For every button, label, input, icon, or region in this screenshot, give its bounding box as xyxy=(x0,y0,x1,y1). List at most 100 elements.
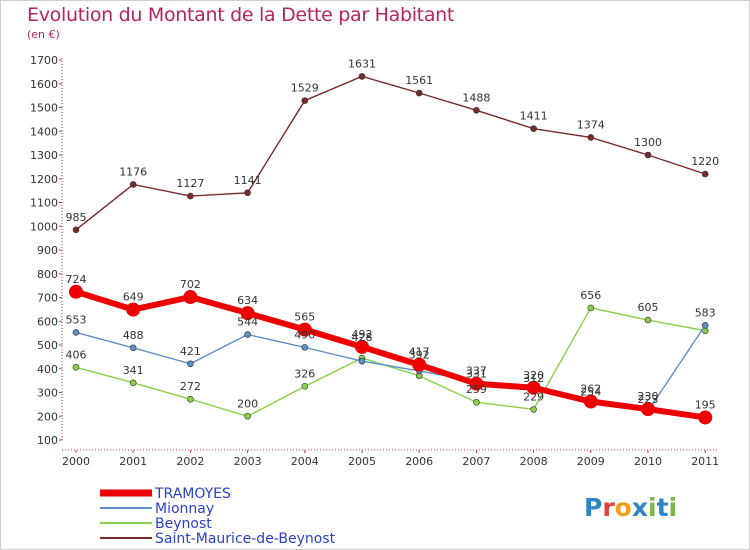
data-point-beynost xyxy=(530,406,537,413)
data-label-saint-maurice-de-beynost: 1631 xyxy=(348,57,376,70)
data-label-tramoyes: 262 xyxy=(580,383,601,396)
data-point-mionnay xyxy=(301,344,309,351)
data-point-saint-maurice-de-beynost xyxy=(301,97,309,104)
data-label-tramoyes: 428 xyxy=(352,331,373,344)
data-label-mionnay: 544 xyxy=(237,316,258,329)
data-label-tramoyes: 195 xyxy=(695,398,716,411)
proxiti-logo: Proxiti xyxy=(584,493,677,522)
data-point-beynost xyxy=(129,379,137,387)
data-point-beynost xyxy=(644,316,652,324)
data-label-beynost: 326 xyxy=(294,367,315,380)
data-point-saint-maurice-de-beynost xyxy=(530,125,537,132)
data-point-tramoyes xyxy=(583,394,598,409)
y-tick-label: 1200 xyxy=(30,173,58,186)
data-point-mionnay xyxy=(244,331,251,338)
data-point-saint-maurice-de-beynost xyxy=(187,192,194,200)
chart-data-labels: 985 1176 1127 1141 1529 1631 1561 1488 1411 1374 1… xyxy=(66,57,720,411)
logo-text: Proxiti xyxy=(584,493,677,522)
x-tick-label: 2011 xyxy=(691,455,719,468)
chart-legend: TRAMOYESMionnayBeynostSaint-Maurice-de-B… xyxy=(100,486,336,547)
y-tick-label: 1000 xyxy=(30,220,58,233)
logo-letter: r xyxy=(602,493,615,522)
y-tick-label: 1400 xyxy=(30,125,58,138)
y-tick-label: 300 xyxy=(37,387,58,400)
data-point-saint-maurice-de-beynost xyxy=(244,189,251,197)
y-tick-label: 200 xyxy=(37,410,58,423)
data-label-saint-maurice-de-beynost: 1411 xyxy=(520,110,548,123)
data-label-tramoyes: 565 xyxy=(294,311,315,324)
data-point-tramoyes xyxy=(526,380,541,395)
data-label-beynost: 259 xyxy=(466,383,487,396)
data-point-saint-maurice-de-beynost xyxy=(129,181,137,188)
data-label-tramoyes: 392 xyxy=(409,349,430,362)
data-point-tramoyes xyxy=(469,376,484,391)
data-label-tramoyes: 702 xyxy=(180,278,201,291)
x-tick-label: 2003 xyxy=(234,455,262,468)
y-tick-label: 800 xyxy=(37,268,58,281)
data-label-beynost: 200 xyxy=(237,397,258,410)
data-label-tramoyes: 337 xyxy=(466,365,487,378)
x-tick-label: 2007 xyxy=(462,455,490,468)
data-point-saint-maurice-de-beynost xyxy=(473,107,480,114)
data-point-saint-maurice-de-beynost xyxy=(644,151,652,159)
data-label-saint-maurice-de-beynost: 985 xyxy=(66,211,87,224)
logo-letter: i xyxy=(648,493,657,522)
logo-letter: P xyxy=(584,493,602,522)
data-label-saint-maurice-de-beynost: 1374 xyxy=(577,118,605,131)
data-label-mionnay: 583 xyxy=(695,306,716,319)
legend-label-tramoyes: TRAMOYES xyxy=(154,486,231,502)
data-label-tramoyes: 634 xyxy=(237,294,258,307)
series-line-beynost xyxy=(75,307,706,418)
logo-letter: t xyxy=(657,493,669,522)
data-label-mionnay: 490 xyxy=(294,328,315,341)
data-point-mionnay xyxy=(358,357,366,365)
data-label-saint-maurice-de-beynost: 1488 xyxy=(462,91,490,104)
data-point-tramoyes xyxy=(412,357,427,372)
data-point-tramoyes xyxy=(355,339,369,354)
y-tick-label: 900 xyxy=(37,244,58,257)
data-point-saint-maurice-de-beynost xyxy=(701,170,709,178)
y-tick-label: 100 xyxy=(37,434,58,447)
legend-label-saint-maurice-de-beynost: Saint-Maurice-de-Beynost xyxy=(155,531,336,547)
data-point-beynost xyxy=(244,412,251,420)
data-label-mionnay: 553 xyxy=(66,313,87,326)
y-tick-label: 700 xyxy=(37,292,58,305)
data-label-tramoyes: 331 xyxy=(466,368,487,381)
data-label-tramoyes: 254 xyxy=(580,386,601,399)
data-label-saint-maurice-de-beynost: 1176 xyxy=(119,165,147,178)
legend-label-mionnay: Mionnay xyxy=(155,501,214,517)
data-point-saint-maurice-de-beynost xyxy=(358,73,366,80)
data-point-tramoyes xyxy=(126,302,141,317)
x-tick-label: 2008 xyxy=(520,455,548,468)
data-point-saint-maurice-de-beynost xyxy=(72,226,80,234)
chart-subtitle: (en €) xyxy=(27,28,60,41)
y-tick-label: 1500 xyxy=(30,102,58,115)
data-point-tramoyes xyxy=(69,284,83,299)
data-label-saint-maurice-de-beynost: 1127 xyxy=(176,177,204,190)
data-label-tramoyes: 417 xyxy=(409,346,430,359)
data-point-mionnay xyxy=(187,360,194,368)
data-point-beynost xyxy=(301,383,309,390)
chart-axes: 100 200 300 400 500 600 700 800 900 1000 1100 1200 1… xyxy=(30,54,719,468)
data-label-beynost: 341 xyxy=(123,364,144,377)
data-point-beynost xyxy=(587,304,595,312)
data-point-beynost xyxy=(473,398,480,406)
x-tick-label: 2005 xyxy=(348,455,376,468)
chart-series xyxy=(69,73,713,425)
data-label-beynost: 229 xyxy=(523,390,544,403)
y-tick-label: 400 xyxy=(37,363,58,376)
y-tick-label: 500 xyxy=(37,339,58,352)
data-point-tramoyes xyxy=(698,410,713,425)
data-point-beynost xyxy=(187,395,194,403)
logo-letter: o xyxy=(615,493,632,522)
series-line-saint-maurice-de-beynost xyxy=(75,75,706,231)
data-label-saint-maurice-de-beynost: 1561 xyxy=(405,74,433,87)
data-label-tramoyes: 724 xyxy=(66,273,87,286)
chart-title: Evolution du Montant de la Dette par Hab… xyxy=(27,4,455,26)
x-tick-label: 2010 xyxy=(634,455,662,468)
data-label-tramoyes: 649 xyxy=(123,291,144,304)
data-label-saint-maurice-de-beynost: 1141 xyxy=(234,174,262,187)
y-tick-label: 1700 xyxy=(30,54,58,67)
data-point-mionnay xyxy=(72,329,80,336)
